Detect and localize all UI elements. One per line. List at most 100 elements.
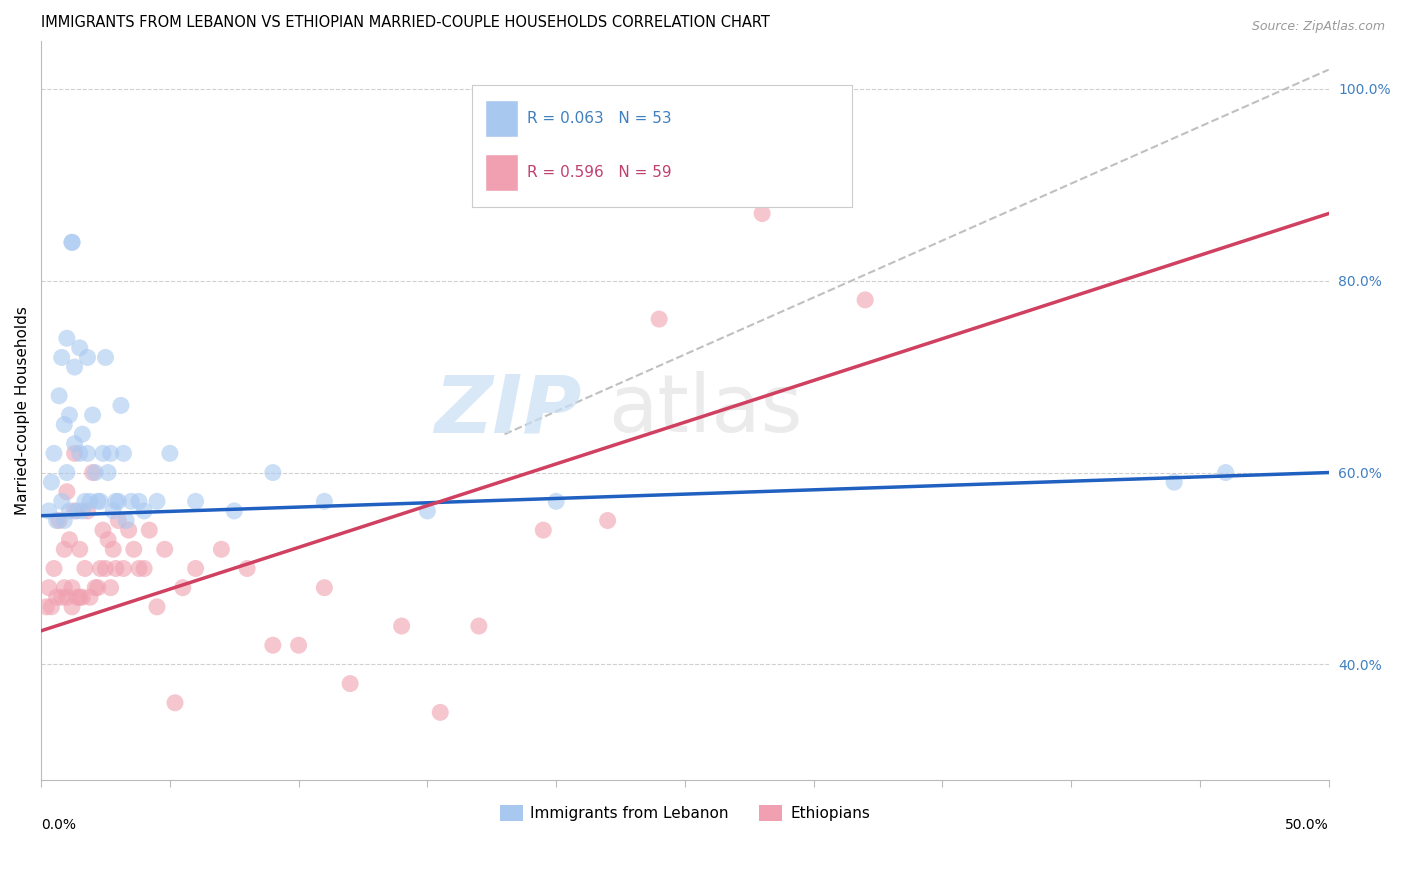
Point [132,504,155,518]
Point [546,494,568,508]
Point [120,494,142,508]
Point [69,341,91,355]
Text: R = 0.063   N = 53: R = 0.063 N = 53 [526,111,671,126]
Point [146,599,169,614]
Point [51,494,73,508]
Point [89,494,111,508]
Point [51,591,73,605]
Point [128,494,150,508]
Point [60,599,83,614]
FancyBboxPatch shape [485,154,517,191]
Point [132,561,155,575]
Point [48,389,70,403]
Point [468,619,491,633]
Point [41,475,63,490]
Point [60,235,83,250]
Legend: Immigrants from Lebanon, Ethiopians: Immigrants from Lebanon, Ethiopians [494,799,876,827]
Point [48,514,70,528]
Point [97,533,120,547]
Point [76,446,98,460]
Point [63,437,86,451]
Point [45,591,67,605]
Point [35,599,58,614]
Point [118,523,141,537]
Point [63,359,86,374]
Text: R = 0.596   N = 59: R = 0.596 N = 59 [526,165,671,180]
Point [66,504,89,518]
Point [72,427,94,442]
Point [72,504,94,518]
Point [82,408,104,422]
Point [45,514,67,528]
Point [1163,475,1185,490]
Point [751,206,773,220]
Point [58,504,80,518]
Point [42,446,65,460]
Point [60,581,83,595]
Y-axis label: Married-couple Households: Married-couple Households [15,306,30,515]
Point [79,591,101,605]
Point [104,494,127,508]
Point [184,561,207,575]
Point [97,466,120,480]
Point [648,312,671,326]
Point [100,446,122,460]
Point [1215,466,1237,480]
Point [53,417,76,432]
FancyBboxPatch shape [485,100,517,136]
Point [138,523,160,537]
Point [103,542,125,557]
Point [172,581,194,595]
Point [69,542,91,557]
Point [159,446,181,460]
Point [128,561,150,575]
Point [146,494,169,508]
Point [94,351,117,365]
Point [416,504,439,518]
Point [42,561,65,575]
Point [314,494,336,508]
Point [73,561,96,575]
Point [89,561,111,575]
Point [94,561,117,575]
Point [51,351,73,365]
Point [262,466,284,480]
Point [53,514,76,528]
Point [56,484,79,499]
Point [58,408,80,422]
Point [262,638,284,652]
Point [103,504,125,518]
Point [84,466,107,480]
Point [41,599,63,614]
Text: Source: ZipAtlas.com: Source: ZipAtlas.com [1251,20,1385,33]
Point [184,494,207,508]
Point [69,591,91,605]
Point [107,494,129,508]
Point [100,581,122,595]
Point [429,706,451,720]
Point [87,581,110,595]
Point [110,398,132,412]
Point [56,591,79,605]
Point [72,591,94,605]
Point [84,581,107,595]
Point [236,561,259,575]
Point [58,533,80,547]
Point [224,504,246,518]
Point [339,676,361,690]
Text: ZIP: ZIP [434,371,582,450]
Point [60,235,83,250]
Text: IMMIGRANTS FROM LEBANON VS ETHIOPIAN MARRIED-COUPLE HOUSEHOLDS CORRELATION CHART: IMMIGRANTS FROM LEBANON VS ETHIOPIAN MAR… [41,15,770,30]
Point [53,542,76,557]
Point [76,504,98,518]
Point [53,581,76,595]
Point [107,514,129,528]
Point [38,504,60,518]
Point [122,542,145,557]
Point [391,619,413,633]
Point [69,446,91,460]
Point [112,561,135,575]
Point [56,466,79,480]
Point [112,446,135,460]
Point [153,542,176,557]
